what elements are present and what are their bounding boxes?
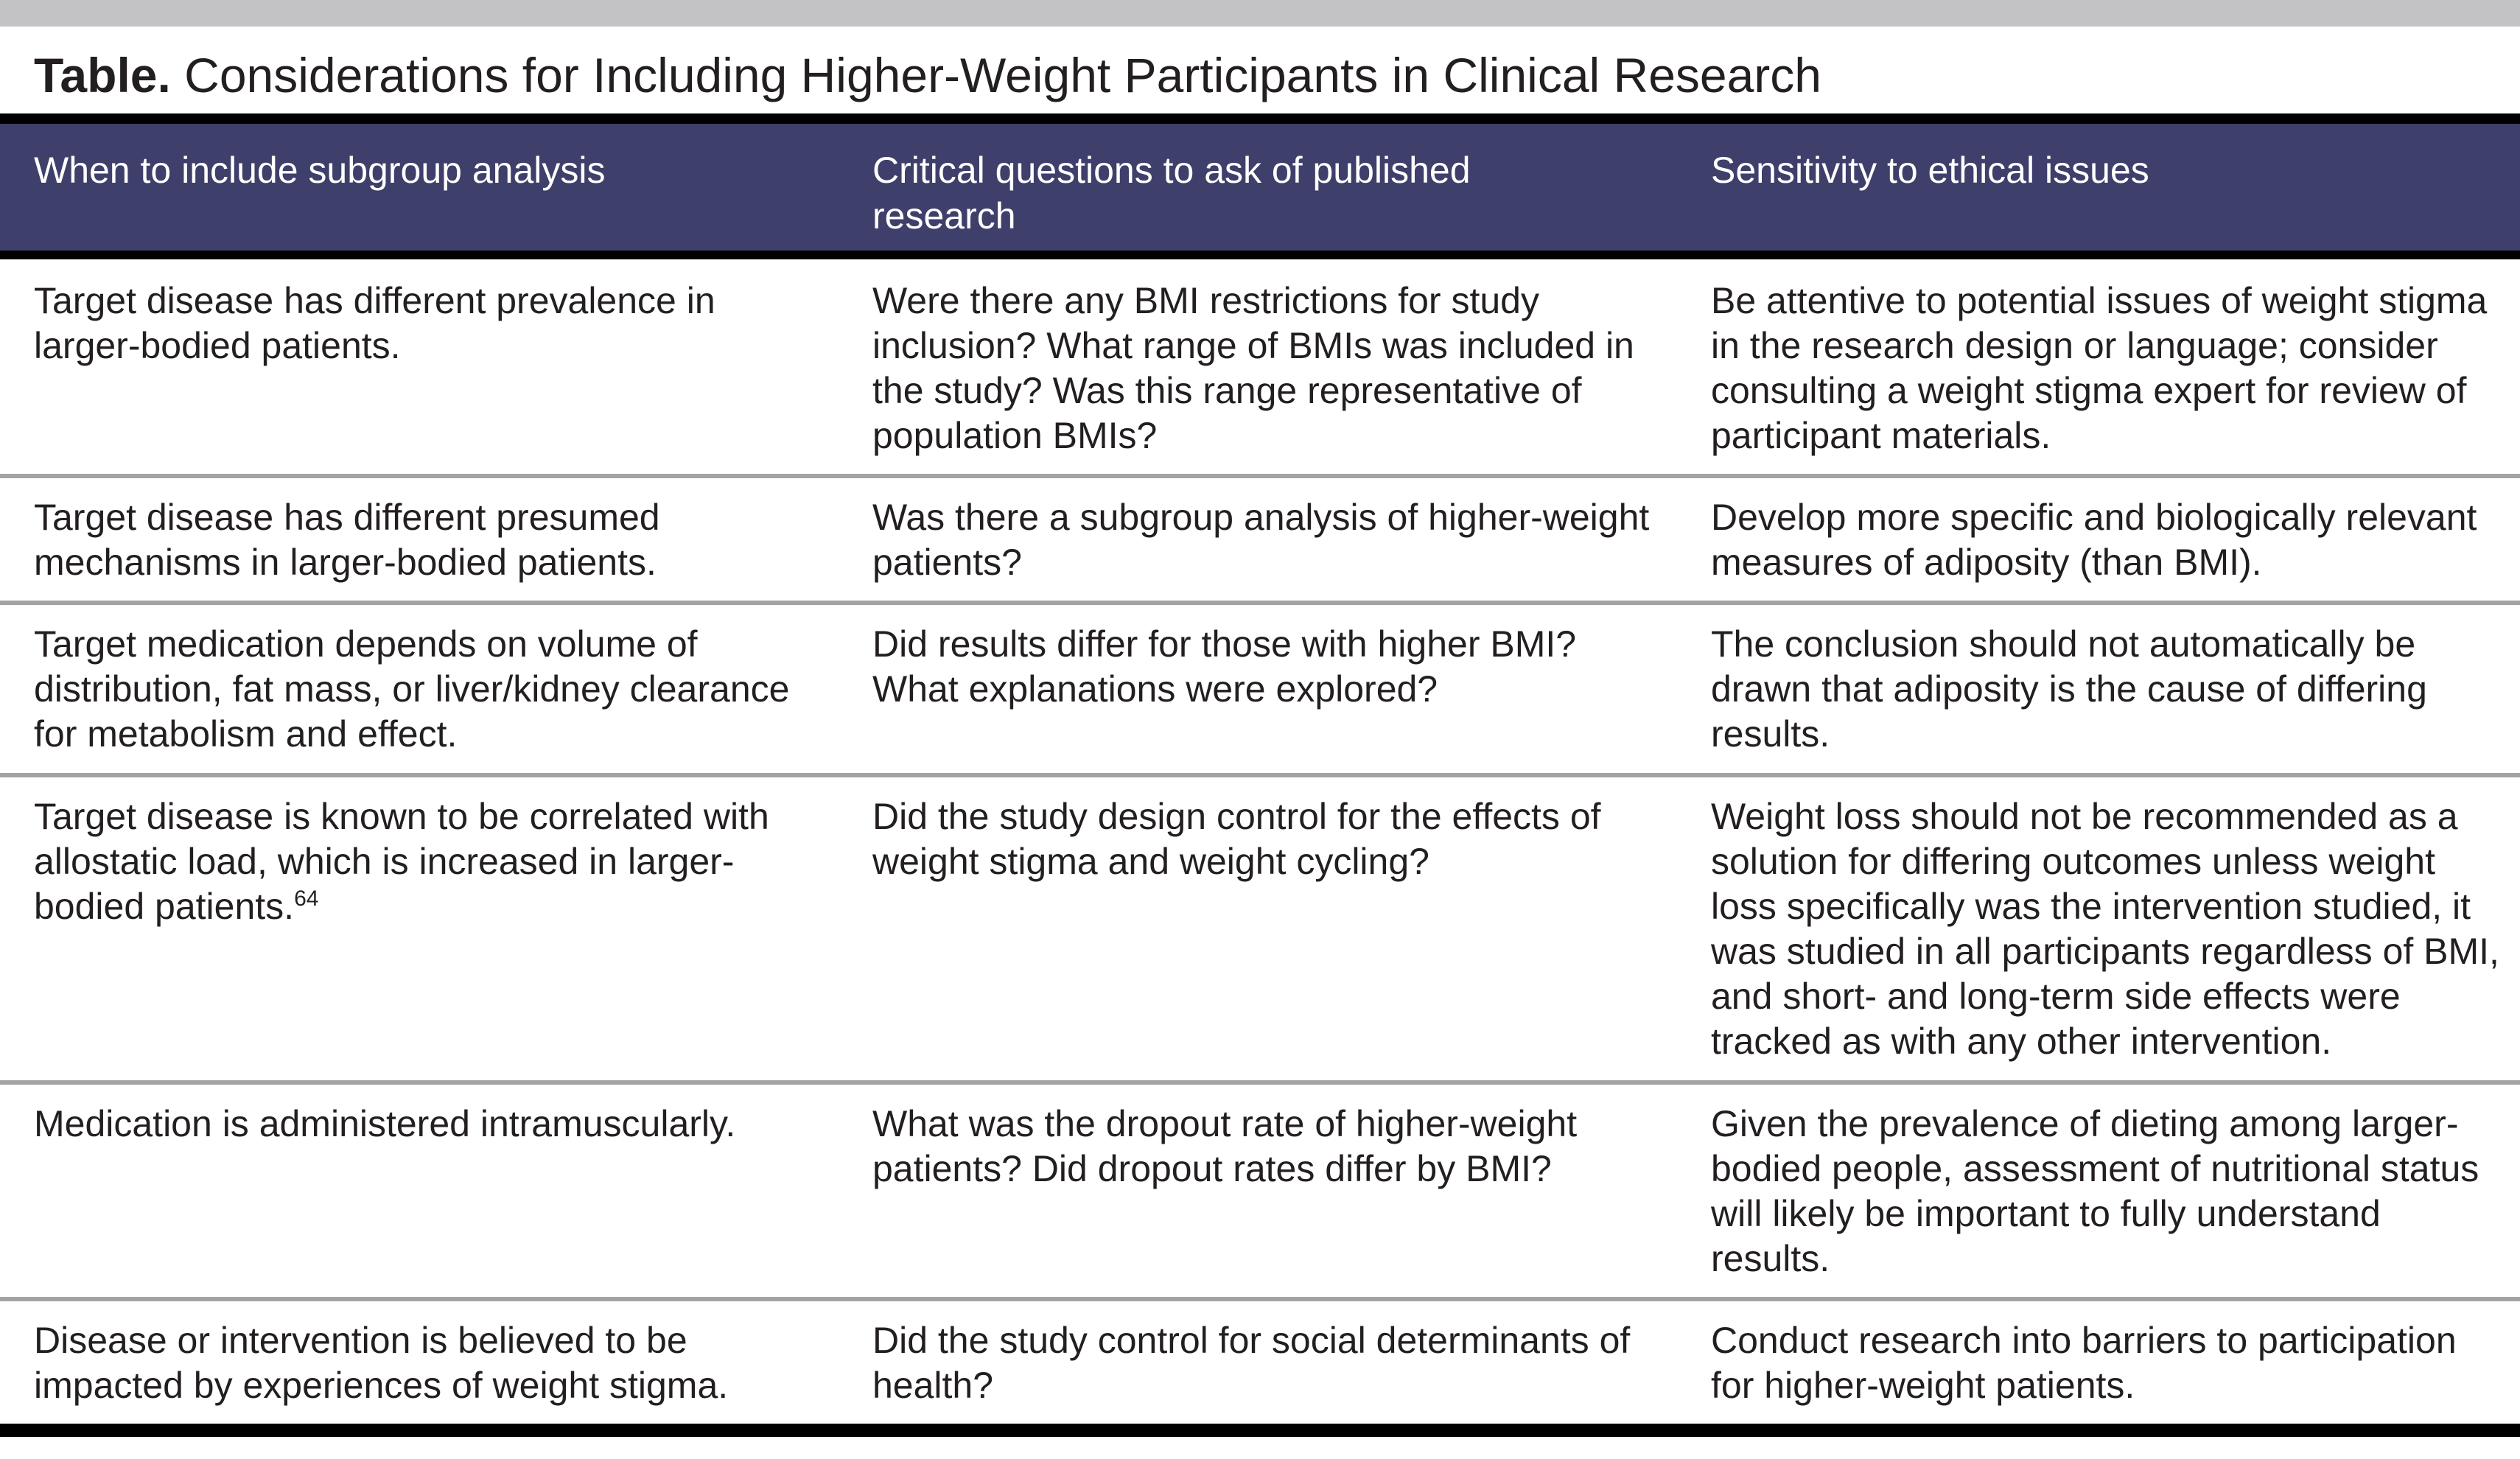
row-divider bbox=[0, 1080, 2520, 1085]
table-cell: Disease or intervention is believed to b… bbox=[34, 1320, 729, 1406]
table-cell: Be attentive to potential issues of weig… bbox=[1711, 280, 2488, 456]
table-cell: What was the dropout rate of higher-weig… bbox=[872, 1103, 1578, 1189]
header-ethical-issues: Sensitivity to ethical issues bbox=[1711, 150, 2149, 191]
table-cell: Was there a subgroup analysis of higher-… bbox=[872, 497, 1650, 583]
table-cell: Did the study control for social determi… bbox=[872, 1320, 1631, 1406]
table-cell: Develop more specific and biologically r… bbox=[1711, 497, 2477, 583]
table-title-text: Considerations for Including Higher-Weig… bbox=[170, 48, 1821, 102]
header-when-to-include: When to include subgroup analysis bbox=[34, 150, 606, 191]
row-divider bbox=[0, 773, 2520, 777]
row-divider bbox=[0, 601, 2520, 605]
table-cell: Given the prevalence of dieting among la… bbox=[1711, 1103, 2479, 1279]
table-top-rule bbox=[0, 113, 2520, 124]
row-divider bbox=[0, 474, 2520, 478]
table-cell: Weight loss should not be recommended as… bbox=[1711, 796, 2499, 1062]
header-bottom-rule bbox=[0, 251, 2520, 259]
top-band bbox=[0, 0, 2520, 27]
table-cell: Were there any BMI restrictions for stud… bbox=[872, 280, 1634, 456]
table-cell: The conclusion should not automatically … bbox=[1711, 623, 2427, 755]
header-critical-questions: Critical questions to ask of published r… bbox=[872, 150, 1471, 237]
table-cell: Target disease has different presumed me… bbox=[34, 497, 660, 583]
footnote-reference: 64 bbox=[294, 886, 319, 911]
table-cell: Did the study design control for the eff… bbox=[872, 796, 1601, 882]
row-divider bbox=[0, 1297, 2520, 1301]
table-cell: Target medication depends on volume of d… bbox=[34, 623, 790, 755]
table-cell: Target disease is known to be correlated… bbox=[34, 796, 769, 927]
table-cell: Conduct research into barriers to partic… bbox=[1711, 1320, 2457, 1406]
table-cell: Did results differ for those with higher… bbox=[872, 623, 1577, 710]
table-title: Table. Considerations for Including High… bbox=[34, 46, 1821, 105]
table-cell: Medication is administered intramuscular… bbox=[34, 1103, 736, 1144]
table-title-label: Table. bbox=[34, 48, 171, 102]
table-header-row bbox=[0, 124, 2520, 251]
table-cell: Target disease has different prevalence … bbox=[34, 280, 715, 366]
table-bottom-rule bbox=[0, 1424, 2520, 1437]
